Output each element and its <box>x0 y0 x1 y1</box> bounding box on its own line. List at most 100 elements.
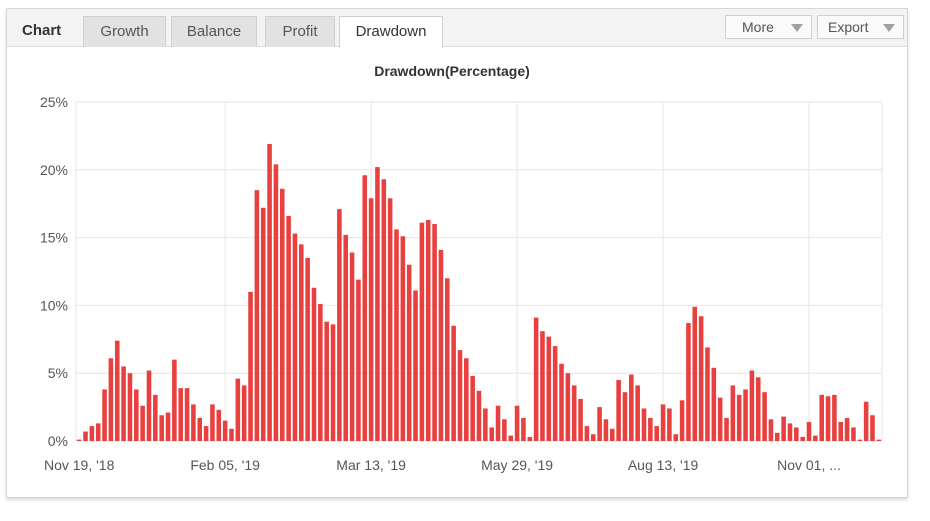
drawdown-bar[interactable] <box>299 244 304 441</box>
drawdown-bar[interactable] <box>819 394 824 441</box>
drawdown-bar[interactable] <box>451 325 456 441</box>
drawdown-bar[interactable] <box>603 419 609 441</box>
drawdown-bar[interactable] <box>717 397 723 441</box>
drawdown-bar[interactable] <box>470 375 475 441</box>
drawdown-bar[interactable] <box>330 324 336 441</box>
drawdown-bar[interactable] <box>159 415 164 441</box>
drawdown-bar[interactable] <box>337 209 342 441</box>
more-dropdown[interactable]: More <box>725 15 812 39</box>
drawdown-bar[interactable] <box>425 219 431 441</box>
drawdown-bar[interactable] <box>584 426 590 441</box>
drawdown-bar[interactable] <box>787 423 793 441</box>
drawdown-bar[interactable] <box>749 370 755 441</box>
drawdown-bar[interactable] <box>559 363 564 441</box>
drawdown-bar[interactable] <box>286 215 291 441</box>
drawdown-bar[interactable] <box>387 198 393 441</box>
drawdown-bar[interactable] <box>755 377 761 441</box>
drawdown-bar[interactable] <box>210 404 215 441</box>
drawdown-bar[interactable] <box>121 366 126 441</box>
drawdown-bar[interactable] <box>730 385 736 441</box>
drawdown-bar[interactable] <box>521 417 526 441</box>
drawdown-bar[interactable] <box>698 316 704 441</box>
drawdown-bar[interactable] <box>863 401 869 441</box>
drawdown-bar[interactable] <box>667 408 672 441</box>
drawdown-bar[interactable] <box>736 394 742 441</box>
drawdown-bar[interactable] <box>381 179 387 442</box>
drawdown-bar[interactable] <box>102 389 107 441</box>
drawdown-bar[interactable] <box>578 398 583 441</box>
drawdown-bar[interactable] <box>825 396 831 441</box>
drawdown-bar[interactable] <box>235 378 241 441</box>
drawdown-bar[interactable] <box>800 436 805 441</box>
drawdown-bar[interactable] <box>533 317 539 441</box>
drawdown-bar[interactable] <box>844 417 850 441</box>
drawdown-bar[interactable] <box>794 427 799 441</box>
drawdown-bar[interactable] <box>876 439 882 441</box>
drawdown-bar[interactable] <box>349 252 355 441</box>
drawdown-bar[interactable] <box>527 436 533 441</box>
drawdown-bar[interactable] <box>514 405 520 441</box>
drawdown-bar[interactable] <box>419 222 425 441</box>
drawdown-bar[interactable] <box>489 427 494 441</box>
drawdown-bar[interactable] <box>438 249 444 441</box>
drawdown-bar[interactable] <box>762 392 767 441</box>
drawdown-bar[interactable] <box>146 370 152 441</box>
drawdown-bar[interactable] <box>356 279 361 441</box>
drawdown-bar[interactable] <box>368 198 374 441</box>
drawdown-bar[interactable] <box>743 389 748 441</box>
drawdown-bar[interactable] <box>565 373 571 441</box>
drawdown-bar[interactable] <box>254 190 260 441</box>
export-dropdown[interactable]: Export <box>817 15 904 39</box>
drawdown-bar[interactable] <box>203 426 209 441</box>
drawdown-bar[interactable] <box>127 373 133 441</box>
tab-drawdown[interactable]: Drawdown <box>339 16 443 48</box>
drawdown-bar[interactable] <box>483 408 488 441</box>
drawdown-bar[interactable] <box>140 405 145 441</box>
drawdown-bar[interactable] <box>197 417 203 441</box>
drawdown-bar[interactable] <box>241 385 247 441</box>
drawdown-bar[interactable] <box>184 388 190 441</box>
drawdown-bar[interactable] <box>191 404 196 441</box>
drawdown-bar[interactable] <box>394 229 399 441</box>
drawdown-bar[interactable] <box>178 388 183 441</box>
drawdown-bar[interactable] <box>432 224 437 441</box>
drawdown-bar[interactable] <box>216 409 222 441</box>
drawdown-bar[interactable] <box>857 439 863 441</box>
drawdown-bar[interactable] <box>660 404 666 441</box>
drawdown-bar[interactable] <box>267 144 272 442</box>
drawdown-bar[interactable] <box>609 428 615 441</box>
drawdown-bar[interactable] <box>464 358 469 441</box>
drawdown-bar[interactable] <box>114 340 120 441</box>
drawdown-bar[interactable] <box>686 323 691 441</box>
drawdown-bar[interactable] <box>89 426 95 441</box>
tab-profit[interactable]: Profit <box>265 16 335 47</box>
drawdown-bar[interactable] <box>654 426 659 441</box>
drawdown-bar[interactable] <box>273 164 279 441</box>
drawdown-bar[interactable] <box>406 264 412 441</box>
drawdown-bar[interactable] <box>222 420 228 441</box>
drawdown-bar[interactable] <box>679 400 685 441</box>
drawdown-bar[interactable] <box>400 236 406 441</box>
drawdown-bar[interactable] <box>629 374 634 441</box>
drawdown-bar[interactable] <box>768 419 774 441</box>
drawdown-bar[interactable] <box>775 432 780 441</box>
drawdown-bar[interactable] <box>108 358 114 441</box>
drawdown-bar[interactable] <box>318 304 323 441</box>
drawdown-bar[interactable] <box>692 306 698 441</box>
drawdown-bar[interactable] <box>508 435 514 441</box>
drawdown-bar[interactable] <box>552 346 558 441</box>
drawdown-bar[interactable] <box>832 394 837 441</box>
drawdown-bar[interactable] <box>248 291 253 441</box>
drawdown-bar[interactable] <box>597 407 602 441</box>
drawdown-bar[interactable] <box>813 435 818 441</box>
drawdown-bar[interactable] <box>616 379 621 441</box>
tab-balance[interactable]: Balance <box>171 16 257 47</box>
tab-growth[interactable]: Growth <box>83 16 166 47</box>
drawdown-bar[interactable] <box>362 175 368 441</box>
drawdown-bar[interactable] <box>279 188 285 441</box>
drawdown-bar[interactable] <box>648 417 653 441</box>
drawdown-bar[interactable] <box>292 233 298 441</box>
drawdown-bar[interactable] <box>838 422 844 441</box>
drawdown-bar[interactable] <box>444 278 450 441</box>
drawdown-bar[interactable] <box>711 367 717 441</box>
